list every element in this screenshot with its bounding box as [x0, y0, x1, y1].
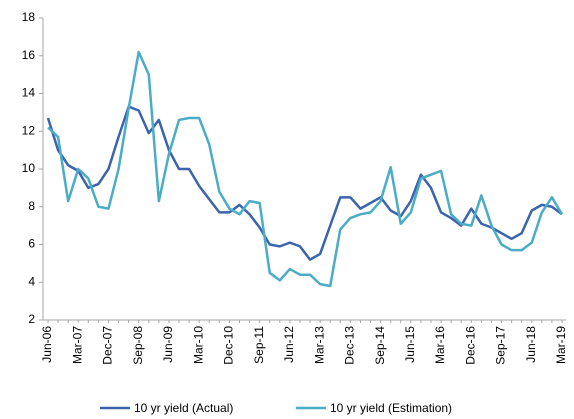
x-tick-label: Dec-13 — [343, 326, 357, 365]
y-tick-label: 2 — [28, 312, 35, 326]
x-tick-label: Jun-09 — [161, 326, 175, 363]
y-tick-label: 12 — [22, 123, 36, 137]
y-tick-label: 4 — [28, 274, 35, 288]
x-tick-label: Sep-14 — [373, 326, 387, 365]
y-tick-label: 6 — [28, 237, 35, 251]
x-tick-label: Mar-13 — [312, 326, 326, 364]
y-tick-label: 10 — [22, 161, 36, 175]
x-tick-label: Sep-11 — [252, 326, 266, 364]
x-tick-label: Mar-07 — [70, 326, 84, 364]
x-tick-label: Jun-15 — [403, 326, 417, 363]
y-tick-label: 14 — [22, 86, 36, 100]
legend-label: 10 yr yield (Actual) — [134, 401, 233, 415]
x-tick-label: Sep-17 — [494, 326, 508, 365]
x-tick-label: Jun-12 — [282, 326, 296, 363]
x-tick-label: Jun-06 — [40, 326, 54, 363]
line-series — [46, 105, 563, 261]
x-tick-label: Dec-07 — [101, 326, 115, 365]
x-tick-label: Sep-08 — [131, 326, 145, 365]
line-series — [47, 50, 564, 288]
x-tick-label: Dec-10 — [222, 326, 236, 365]
x-tick-label: Mar-16 — [433, 326, 447, 364]
y-tick-label: 8 — [28, 199, 35, 213]
x-tick-label: Jun-18 — [524, 326, 538, 363]
x-tick-label: Mar-19 — [554, 326, 568, 364]
x-tick-label: Mar-10 — [191, 326, 205, 364]
legend-label: 10 yr yield (Estimation) — [330, 401, 452, 415]
y-tick-label: 18 — [22, 10, 36, 24]
y-tick-label: 16 — [22, 48, 36, 62]
x-tick-label: Dec-16 — [463, 326, 477, 365]
